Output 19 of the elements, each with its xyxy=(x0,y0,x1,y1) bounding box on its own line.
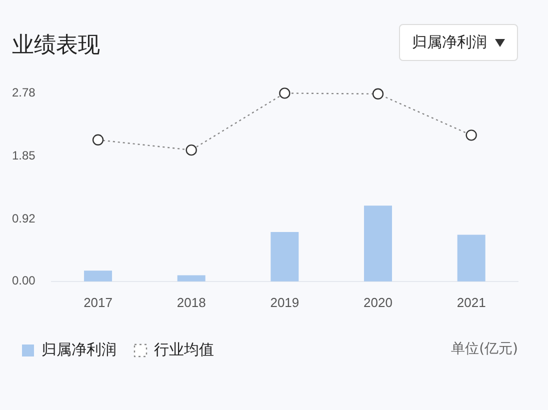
y-tick-label: 0.00 xyxy=(12,274,36,288)
x-tick-label: 2021 xyxy=(456,294,486,310)
text: 归属净利润 xyxy=(412,33,487,52)
bar xyxy=(457,234,486,282)
bar xyxy=(177,275,206,282)
x-tick-label: 2020 xyxy=(364,294,392,310)
bar xyxy=(270,232,299,282)
bar xyxy=(84,270,112,282)
x-tick-label: 2019 xyxy=(270,294,300,310)
y-tick-label: 2.78 xyxy=(12,86,36,100)
y-tick-label: 0.92 xyxy=(12,211,36,226)
legend-label: 归属净利润 xyxy=(42,340,116,358)
x-tick-label: 2018 xyxy=(176,294,206,310)
y-tick-label: 1.85 xyxy=(12,148,36,162)
text: 单位(亿元) xyxy=(451,340,518,358)
legend-label: 行业均值 xyxy=(154,340,214,358)
x-tick-label: 2017 xyxy=(84,294,112,310)
bar xyxy=(364,206,392,282)
chart-title: 业绩表现 xyxy=(12,32,100,60)
